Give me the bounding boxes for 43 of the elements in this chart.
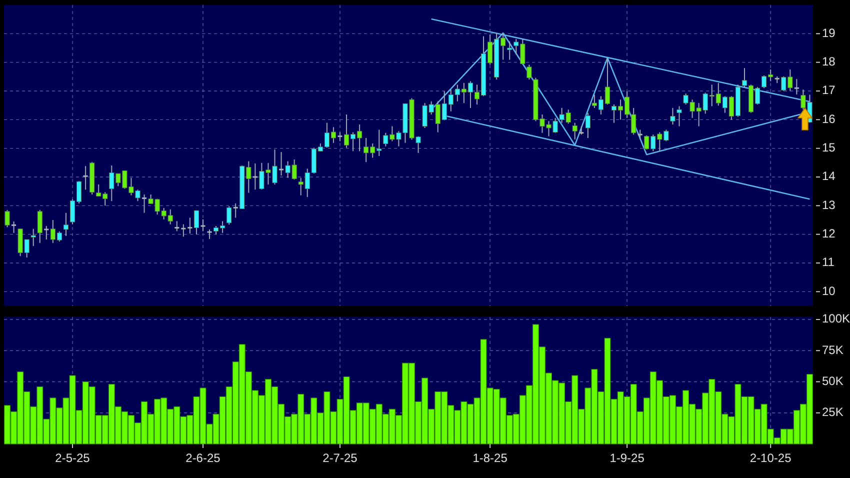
x-tick-label: 2-10-25 (750, 451, 792, 465)
candlestick (670, 107, 676, 126)
y-tick-label: 16 (822, 112, 836, 126)
candlestick (794, 78, 800, 95)
candlestick (526, 64, 532, 80)
candlestick (200, 218, 206, 232)
y-tick-label: 12 (822, 226, 836, 241)
candlestick (141, 194, 148, 214)
candlestick (676, 106, 682, 127)
y-tick-label: 19 (822, 26, 836, 40)
y-tick-label: 18 (822, 54, 836, 69)
y-tick-label: 10 (822, 284, 836, 298)
candlestick (63, 212, 69, 237)
x-tick-label: 2-6-25 (186, 451, 221, 465)
candlestick (43, 226, 50, 240)
candlestick (232, 202, 239, 218)
y-tick-label: 11 (822, 255, 835, 270)
candlestick (180, 224, 186, 238)
candlestick (637, 129, 644, 140)
y-tick-label: 25K (822, 405, 844, 420)
candlestick (507, 40, 512, 60)
candlestick (585, 112, 590, 139)
candlestick (206, 228, 213, 240)
candlestick (572, 122, 578, 140)
candlestick (186, 217, 193, 234)
y-tick-label: 15 (822, 140, 836, 155)
candlestick (10, 220, 17, 234)
x-tick-label: 1-8-25 (472, 451, 508, 465)
x-tick-label: 2-7-25 (322, 451, 358, 465)
y-tick-label: 17 (822, 83, 836, 98)
y-tick-label: 13 (822, 198, 836, 212)
y-tick-label: 75K (822, 342, 844, 357)
candlestick (278, 152, 284, 176)
x-tick-label: 1-9-25 (610, 451, 645, 465)
candlestick (252, 163, 258, 190)
x-tick-label: 2-5-25 (55, 451, 90, 465)
y-tick-label: 14 (822, 169, 836, 184)
y-tick-label: 50K (822, 374, 844, 388)
candlestick (226, 206, 232, 226)
candlestick (174, 220, 180, 232)
candlestick (82, 166, 89, 190)
candlestick (30, 228, 36, 247)
y-tick-label: 100K (822, 312, 850, 326)
